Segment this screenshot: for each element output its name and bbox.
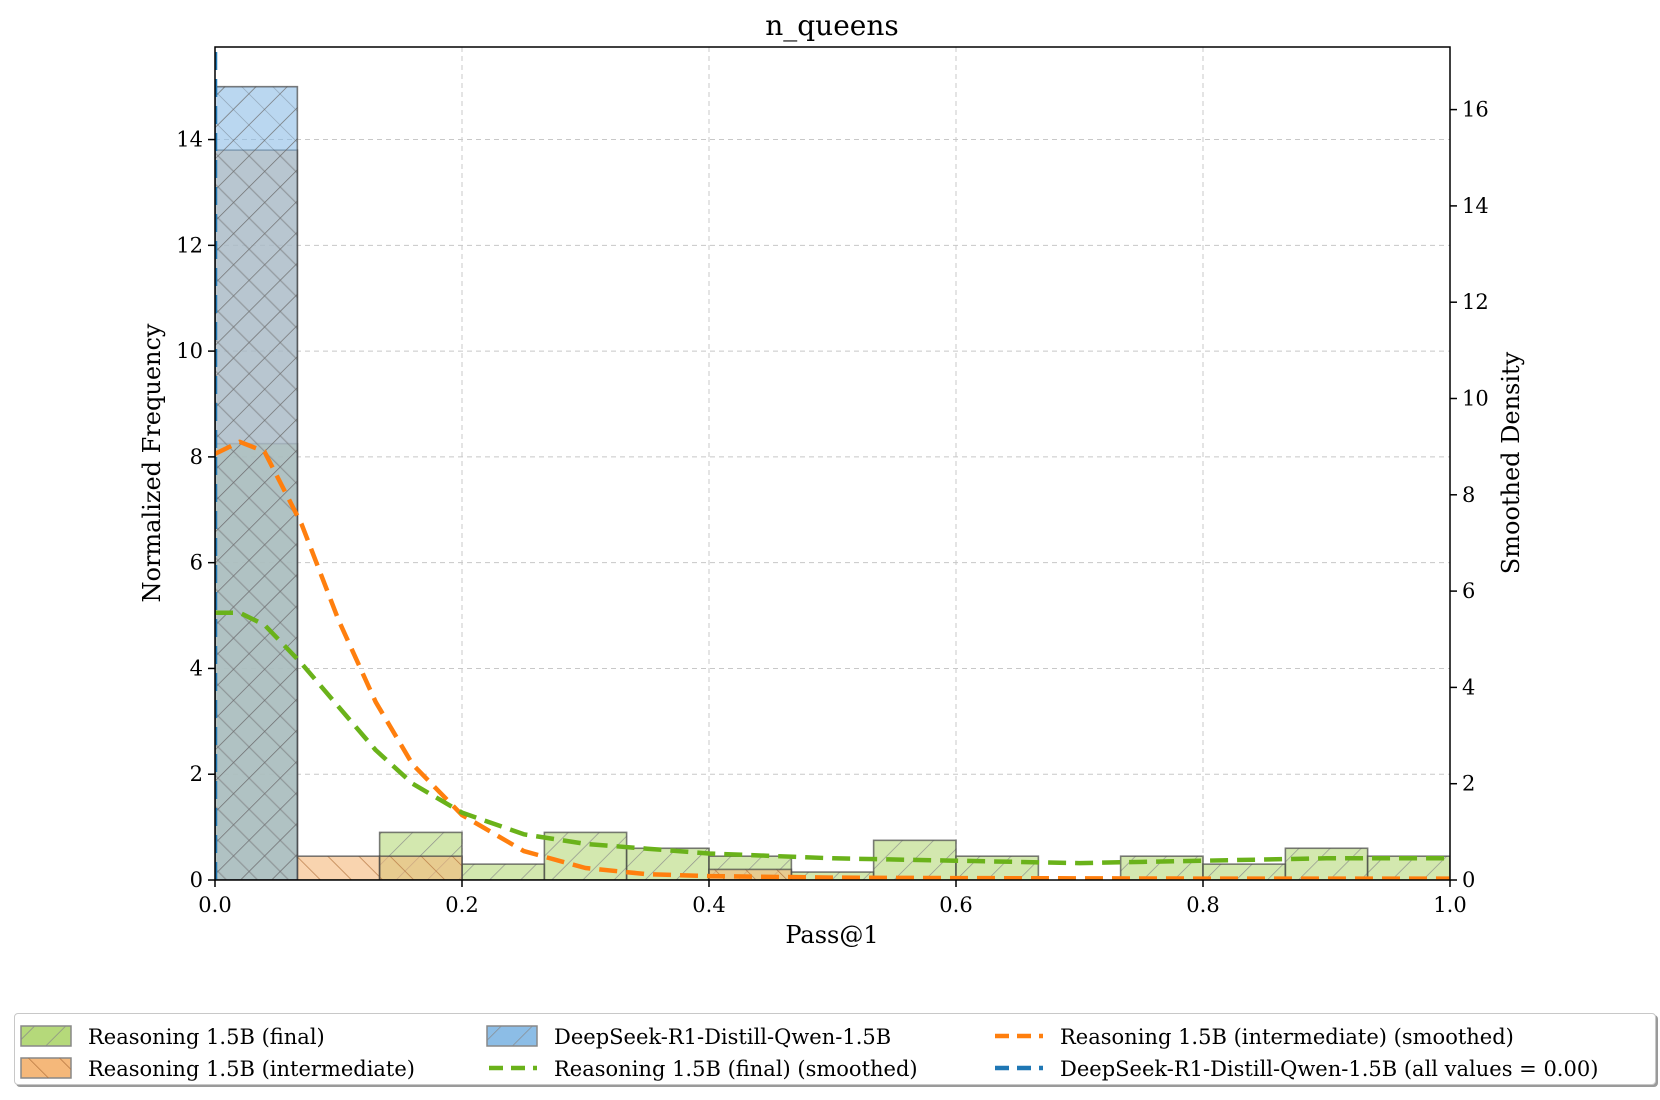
y2-tick-label: 12 (1462, 290, 1489, 314)
legend: Reasoning 1.5B (final) Reasoning 1.5B (in… (14, 1013, 1656, 1085)
y-tick-label: 2 (190, 762, 203, 786)
y2-tick-label: 0 (1462, 868, 1475, 892)
legend-label: Reasoning 1.5B (intermediate) (smoothed) (1060, 1025, 1514, 1049)
x-tick-label: 0.2 (445, 893, 478, 917)
x-tick-label: 0.0 (198, 893, 231, 917)
y-tick-label: 0 (190, 868, 203, 892)
x-axis-ticks: 0.0 0.2 0.4 0.6 0.8 1.0 (198, 880, 1467, 917)
y2-tick-label: 4 (1462, 675, 1475, 699)
y2-axis-ticks: 0 2 4 6 8 10 12 14 16 (1450, 98, 1489, 892)
legend-entry: Reasoning 1.5B (final) (smoothed) (489, 1057, 918, 1081)
gridlines (214, 47, 1451, 881)
histogram-bar-hatch (461, 863, 546, 880)
y-axis-ticks: 0 2 4 6 8 10 12 14 (176, 128, 215, 892)
legend-label: Reasoning 1.5B (final) (smoothed) (554, 1057, 918, 1081)
histogram-bar-hatch (1284, 847, 1369, 880)
overlap-crosshatch (215, 86, 298, 880)
legend-label: Reasoning 1.5B (intermediate) (88, 1057, 415, 1081)
y-tick-label: 10 (176, 339, 203, 363)
plot-frame (214, 46, 1451, 881)
legend-label: Reasoning 1.5B (final) (88, 1025, 325, 1049)
y2-tick-label: 2 (1462, 772, 1475, 796)
y-tick-label: 14 (176, 128, 203, 152)
histogram-bar-hatch (1202, 863, 1287, 880)
legend-entry: Reasoning 1.5B (final) (20, 1025, 325, 1049)
smoothed-line (215, 610, 1450, 866)
legend-swatch-hatch (21, 1026, 71, 1046)
y-tick-label: 4 (190, 656, 203, 680)
y-tick-label: 6 (190, 551, 203, 575)
legend-label: DeepSeek-R1-Distill-Qwen-1.5B (all value… (1060, 1057, 1598, 1081)
x-tick-label: 0.4 (692, 893, 725, 917)
y2-tick-label: 6 (1462, 579, 1475, 603)
y2-axis-label: Smoothed Density (1497, 351, 1525, 574)
x-axis-label: Pass@1 (785, 921, 878, 949)
histogram-bar-hatch (378, 855, 463, 880)
legend-entry: Reasoning 1.5B (intermediate) (20, 1057, 415, 1081)
y2-tick-label: 16 (1462, 98, 1489, 122)
x-tick-label: 1.0 (1433, 893, 1466, 917)
histogram-bar-hatch (296, 855, 381, 880)
y-tick-label: 8 (190, 445, 203, 469)
x-tick-label: 0.6 (939, 893, 972, 917)
y2-tick-label: 8 (1462, 483, 1475, 507)
legend-swatch-hatch (21, 1058, 71, 1078)
y-axis-label: Normalized Frequency (138, 323, 166, 602)
histogram-bars (215, 85, 1450, 880)
legend-label: DeepSeek-R1-Distill-Qwen-1.5B (554, 1025, 891, 1049)
histogram-series (215, 149, 793, 880)
y2-tick-label: 10 (1462, 386, 1489, 410)
histogram-series (215, 442, 1450, 880)
legend-items: Reasoning 1.5B (final) Reasoning 1.5B (in… (20, 1025, 1598, 1081)
legend-entry: DeepSeek-R1-Distill-Qwen-1.5B (all value… (995, 1057, 1598, 1081)
smoothed-lines (215, 47, 1450, 880)
legend-swatch-hatch (487, 1026, 537, 1046)
y-tick-label: 12 (176, 233, 203, 257)
chart-title: n_queens (765, 9, 899, 42)
x-tick-label: 0.8 (1186, 893, 1219, 917)
y2-tick-label: 14 (1462, 194, 1489, 218)
legend-entry: DeepSeek-R1-Distill-Qwen-1.5B (486, 1025, 891, 1049)
smoothed-line (215, 439, 1450, 880)
legend-entry: Reasoning 1.5B (intermediate) (smoothed) (995, 1025, 1514, 1049)
